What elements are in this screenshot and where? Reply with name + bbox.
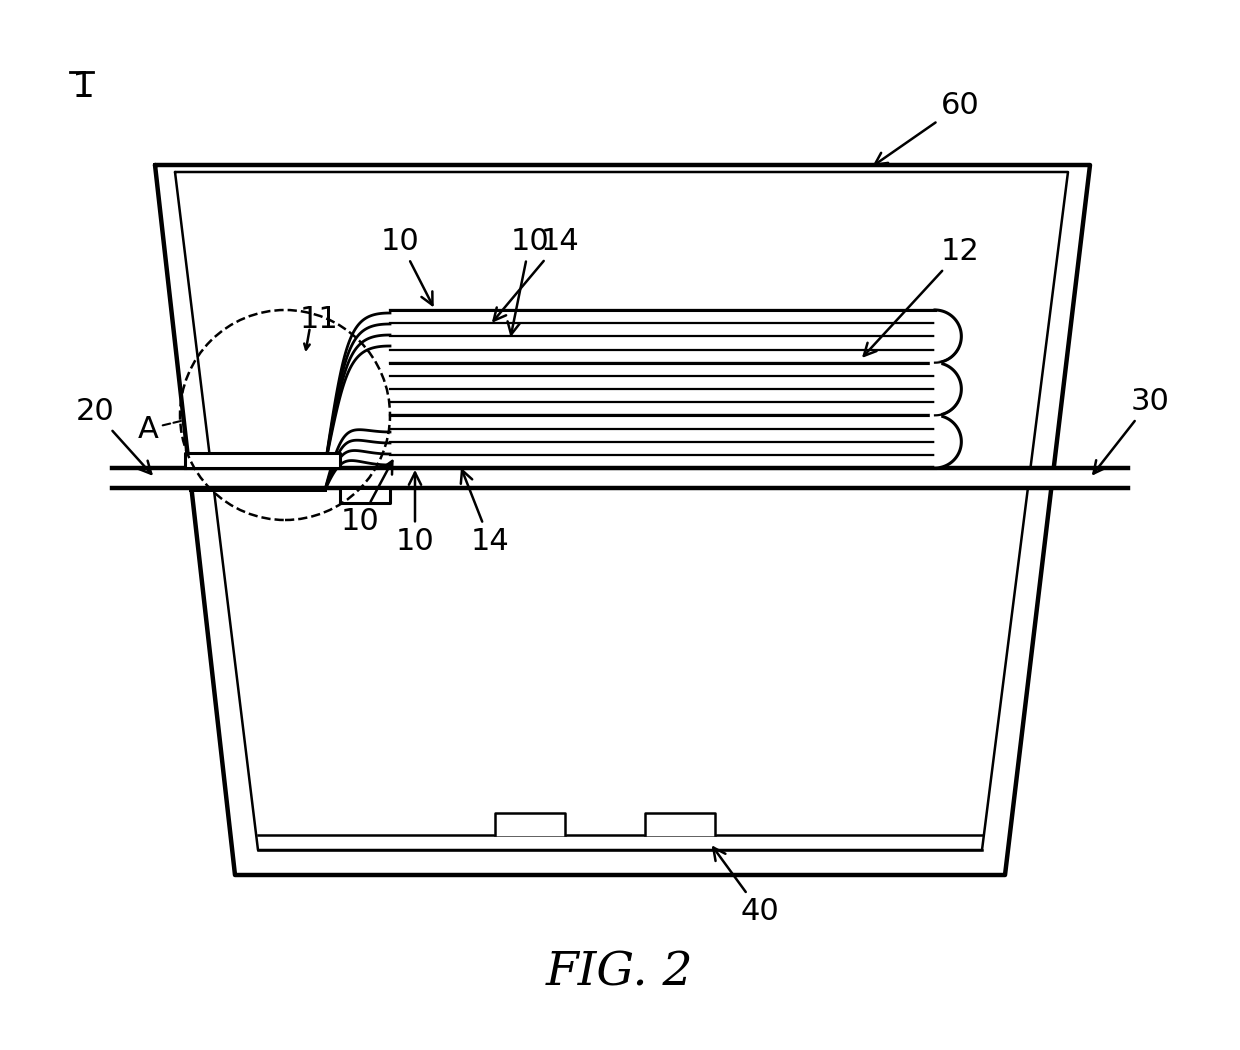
Text: 12: 12 (864, 237, 980, 356)
Text: 1: 1 (72, 70, 95, 104)
Polygon shape (935, 310, 961, 362)
Text: 40: 40 (713, 847, 780, 926)
Polygon shape (185, 453, 340, 468)
Text: 20: 20 (76, 397, 151, 474)
Polygon shape (340, 488, 391, 503)
Polygon shape (495, 813, 565, 835)
Polygon shape (930, 360, 940, 364)
Polygon shape (645, 813, 715, 835)
Polygon shape (112, 468, 1128, 488)
Polygon shape (155, 165, 1090, 875)
Text: 14: 14 (494, 227, 579, 320)
Text: 10: 10 (396, 472, 434, 556)
Text: A: A (138, 416, 159, 444)
Polygon shape (935, 362, 961, 416)
Text: 30: 30 (1094, 387, 1169, 474)
Text: 11: 11 (300, 306, 339, 335)
Polygon shape (935, 416, 961, 468)
Text: 10: 10 (507, 227, 549, 335)
Polygon shape (930, 414, 940, 417)
Text: 14: 14 (461, 470, 510, 556)
Text: FIG. 2: FIG. 2 (546, 950, 694, 995)
Text: 60: 60 (874, 91, 980, 165)
Text: 10: 10 (341, 461, 392, 536)
Text: 10: 10 (381, 227, 433, 306)
